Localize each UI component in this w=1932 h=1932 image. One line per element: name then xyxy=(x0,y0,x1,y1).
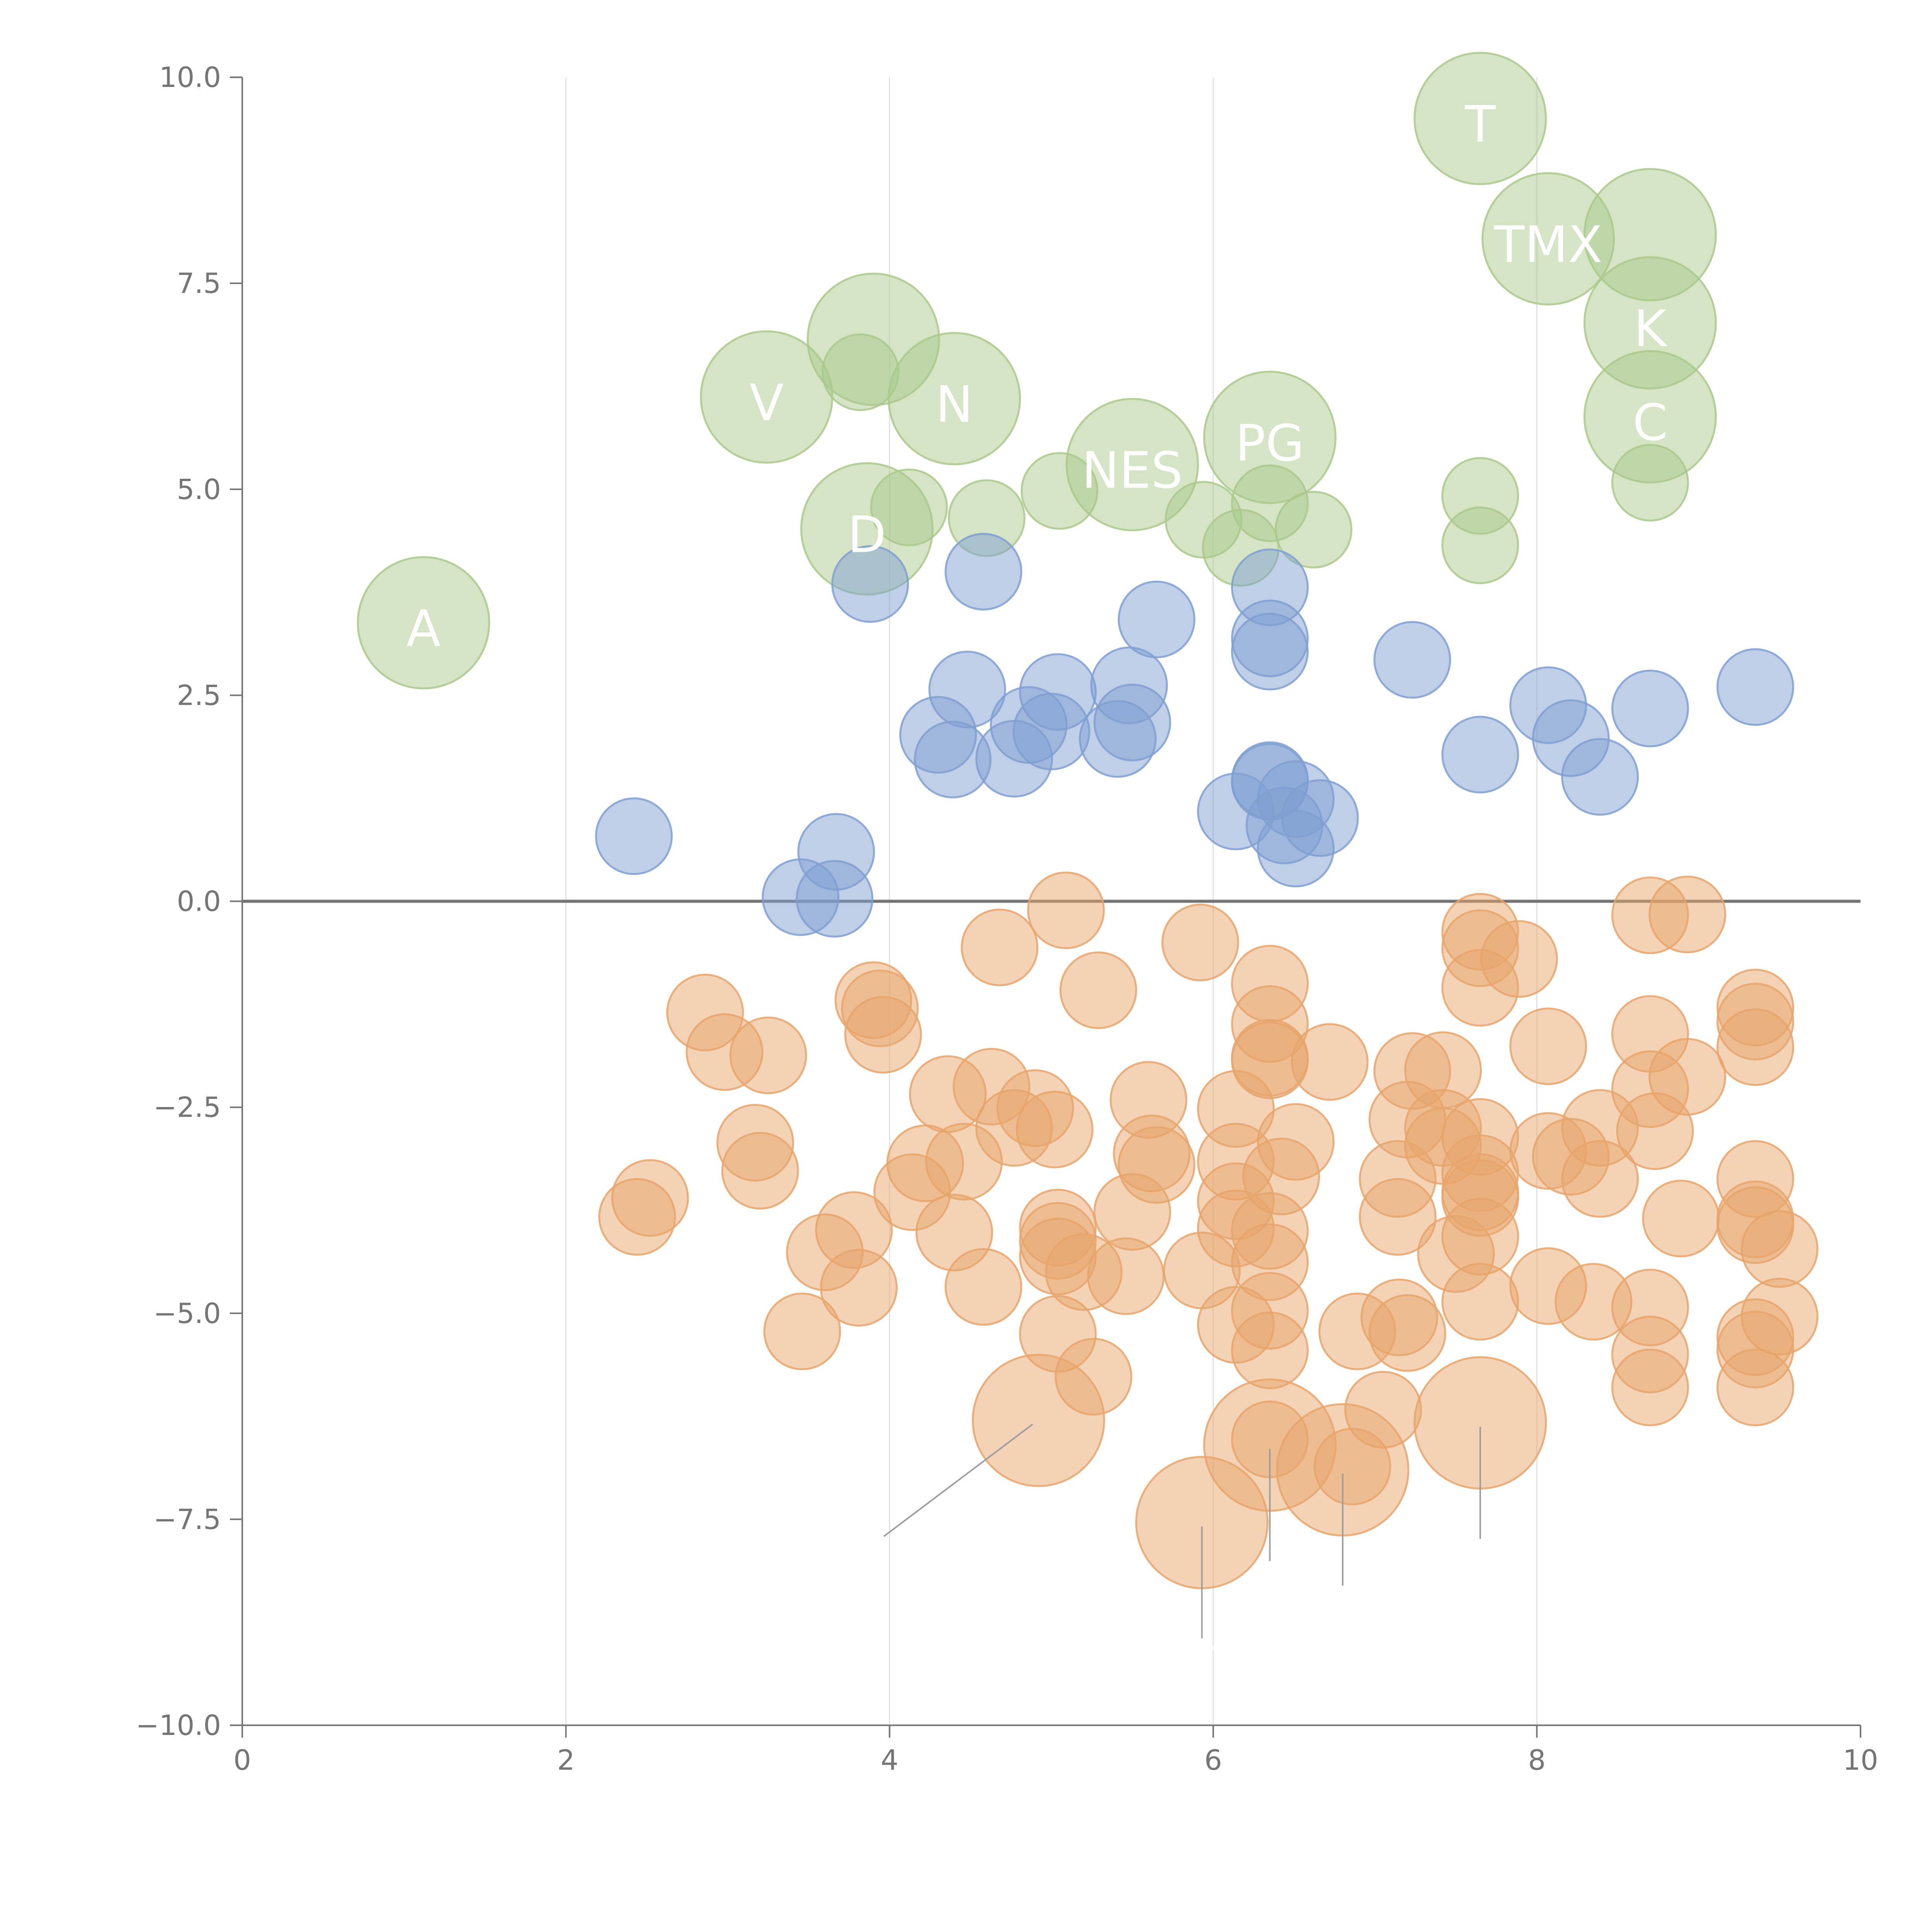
data-point-down xyxy=(1368,1294,1446,1372)
data-point-down xyxy=(1611,1349,1689,1427)
data-point-down xyxy=(1741,1210,1819,1288)
data-point-down xyxy=(1716,1349,1794,1427)
data-point-down xyxy=(1561,1140,1639,1218)
data-point-down xyxy=(1741,1277,1819,1355)
data-point-up xyxy=(1441,506,1519,584)
data-point-down xyxy=(1716,1008,1794,1086)
data-point-up xyxy=(870,468,948,546)
point-label: V xyxy=(749,373,784,432)
data-point-down xyxy=(1648,876,1726,954)
data-point-down xyxy=(1648,1038,1726,1116)
x-tick-label: 6 xyxy=(1204,1744,1222,1776)
x-tick-label: 10 xyxy=(1843,1744,1878,1776)
y-tick-label: 7.5 xyxy=(177,267,221,299)
label-leader-line xyxy=(883,1423,1033,1537)
data-point-mid xyxy=(1231,612,1309,690)
point-layer xyxy=(357,52,1819,1589)
data-point-up xyxy=(1274,491,1352,569)
y-tick-label: 2.5 xyxy=(177,679,221,711)
data-point-down xyxy=(611,1159,689,1237)
data-point-down xyxy=(729,1016,807,1094)
data-point-down xyxy=(1231,1311,1309,1389)
x-tick-label: 4 xyxy=(881,1744,898,1776)
data-point-down xyxy=(1359,1178,1437,1256)
y-tick-label: 5.0 xyxy=(177,473,221,505)
label-layer: A V N D NES PG T TMX KC L YD xyxy=(406,95,1668,1662)
data-point-down xyxy=(763,1293,841,1371)
point-label: NES xyxy=(1082,441,1183,500)
y-tick-label: 10.0 xyxy=(159,61,221,94)
data-point-mid xyxy=(1281,779,1359,857)
data-point-down xyxy=(961,908,1039,986)
data-point-mid xyxy=(1441,716,1519,794)
data-point-down xyxy=(1344,1371,1422,1449)
data-point-up xyxy=(1611,444,1689,522)
data-point-down xyxy=(1059,951,1137,1029)
point-label: A xyxy=(406,599,441,658)
point-label: L xyxy=(1188,1603,1216,1662)
data-point-down xyxy=(820,1249,898,1327)
point-label: N xyxy=(935,375,973,434)
data-point-mid xyxy=(1373,621,1451,699)
y-tick-label: −7.5 xyxy=(153,1503,221,1536)
point-label: D xyxy=(848,505,886,564)
data-point-mid xyxy=(1117,580,1196,658)
y-tick-label: 0.0 xyxy=(177,885,221,918)
data-point-down xyxy=(1441,1263,1519,1341)
data-point-mid xyxy=(831,545,909,623)
point-label: YD xyxy=(1308,1551,1378,1609)
data-point-mid xyxy=(944,533,1022,611)
data-point-down xyxy=(1027,871,1105,949)
axis-layer: 10.0 7.5 5.0 2.5 0.0 −2.5 −5.0 −7.5 −10.0 0 2 4 6 8 10 xyxy=(136,61,1878,1776)
point-label: PG xyxy=(1235,414,1304,473)
data-point-down xyxy=(1291,1023,1369,1101)
x-tick-label: 0 xyxy=(233,1744,251,1776)
x-tick-label: 2 xyxy=(557,1744,575,1776)
data-point-down xyxy=(944,1248,1022,1326)
data-point-down xyxy=(1117,1126,1196,1204)
data-point-down xyxy=(844,996,922,1074)
data-point-down xyxy=(1087,1237,1165,1315)
data-point-down xyxy=(1480,920,1558,998)
data-point-mid xyxy=(928,650,1006,728)
data-point-mid xyxy=(1611,669,1689,747)
data-point-up xyxy=(1413,52,1547,185)
data-point-mid xyxy=(1716,648,1794,726)
data-point-mid xyxy=(1019,653,1097,731)
data-point-up xyxy=(821,333,900,411)
data-point-mid xyxy=(1561,738,1639,816)
point-label: TMX xyxy=(1493,215,1602,274)
data-point-down xyxy=(1257,1103,1335,1181)
data-point-down xyxy=(721,1132,799,1210)
point-label: K xyxy=(1634,299,1668,358)
y-tick-label: −10.0 xyxy=(136,1709,221,1742)
data-point-up xyxy=(357,556,490,690)
data-point-down xyxy=(1054,1338,1133,1416)
data-point-down xyxy=(1015,1090,1094,1168)
data-point-down xyxy=(1509,1007,1587,1085)
data-point-down xyxy=(1642,1180,1720,1258)
y-tick-label: −5.0 xyxy=(153,1297,221,1330)
data-point-mid xyxy=(796,860,874,938)
data-point-down xyxy=(1161,903,1239,981)
point-label: C xyxy=(1633,393,1668,452)
y-tick-label: −2.5 xyxy=(153,1091,221,1124)
data-point-mid xyxy=(1093,684,1171,762)
data-point-mid xyxy=(595,797,673,875)
x-tick-label: 8 xyxy=(1528,1744,1546,1776)
data-point-up xyxy=(1065,398,1199,531)
point-label: T xyxy=(1464,95,1496,154)
data-point-up xyxy=(888,332,1021,466)
